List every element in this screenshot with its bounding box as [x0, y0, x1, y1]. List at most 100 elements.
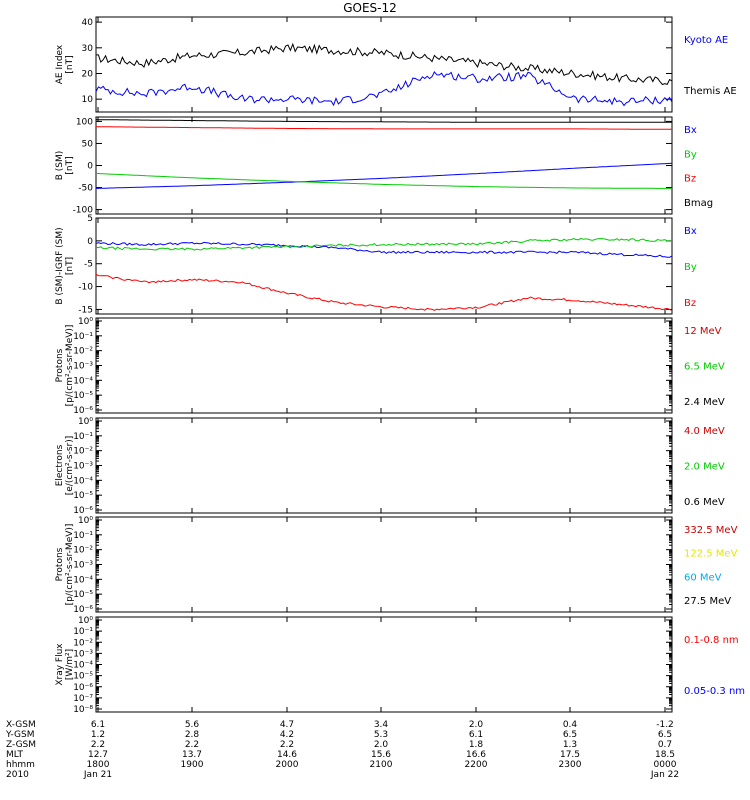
plot-title: GOES-12: [343, 1, 397, 15]
y-tick-label: 10⁻⁵: [73, 590, 93, 600]
y-tick-label: 10⁻⁷: [73, 694, 93, 704]
y-axis-label: B (SM)-IGRF (SM)[nT]: [55, 227, 75, 304]
legend-label: 27.5 MeV: [684, 596, 731, 607]
y-tick-label: -10: [78, 283, 93, 293]
ephemeris-row-label: X-GSM: [6, 720, 36, 730]
ephemeris-value: 0000: [654, 760, 677, 770]
y-tick-label: 10⁻⁵: [73, 672, 93, 682]
y-axis-label-line: [p/(cm²-s-sr-MeV)]: [65, 325, 75, 407]
legend-label: 12 MeV: [684, 326, 722, 337]
y-tick-label: 10⁻⁴: [73, 575, 93, 585]
panel-frame: [95, 317, 673, 414]
y-tick-label: 10⁻⁶: [73, 406, 93, 416]
ephemeris-value: 5.3: [374, 730, 388, 740]
y-tick-label: 10⁻²: [73, 638, 93, 648]
ephemeris-value: 2.8: [185, 730, 200, 740]
ephemeris-value: 6.5: [658, 730, 672, 740]
ephemeris-value: Jan 21: [83, 770, 112, 780]
ephemeris-value: 2.2: [280, 740, 294, 750]
legend-label: 0.05-0.3 nm: [684, 686, 745, 697]
y-axis-label-line: [W/m²]: [65, 649, 75, 680]
ephemeris-value: 0.4: [563, 720, 578, 730]
y-tick-label: 10⁻²: [73, 347, 93, 357]
panel-frame: [95, 116, 673, 215]
y-tick-label: 40: [82, 18, 94, 28]
ephemeris-value: -1.2: [656, 720, 674, 730]
y-tick-label: 10⁰: [78, 317, 93, 327]
ephemeris-row-label: hhmm: [6, 760, 35, 770]
y-axis-label: Protons[p/(cm²-s-sr-MeV)]: [55, 325, 75, 407]
y-tick-label: 0: [87, 162, 93, 172]
y-tick-label: 10⁰: [78, 616, 93, 626]
y-axis-label: AE Index[nT]: [55, 44, 75, 84]
y-tick-label: 10⁻⁵: [73, 491, 93, 501]
legend-label: 0.1-0.8 nm: [684, 635, 739, 646]
y-tick-label: 20: [82, 69, 94, 79]
ephemeris-row-label: Y-GSM: [5, 730, 34, 740]
legend-label: Themis AE: [683, 86, 737, 97]
series-line-kyoto-ae: [95, 70, 673, 107]
panel-electrons: 10⁻⁶10⁻⁵10⁻⁴10⁻³10⁻²10⁻¹10⁰Electrons[e/(…: [55, 417, 725, 516]
y-axis-label-line: Protons: [55, 348, 65, 382]
ephemeris-value: 18.5: [655, 750, 675, 760]
ephemeris-value: 6.1: [91, 720, 105, 730]
y-tick-label: 10⁻³: [73, 362, 93, 372]
y-tick-label: 50: [82, 139, 94, 149]
y-axis-label-line: AE Index: [55, 44, 65, 84]
ephemeris-value: 2.2: [185, 740, 199, 750]
series-line-bz: [96, 126, 672, 130]
panel-bdiff: -15 -10 -5 0 5 B (SM)-IGRF (SM)[nT] Bx By Bz: [55, 214, 697, 315]
ephemeris-value: 2000: [276, 760, 299, 770]
y-axis-label-line: Electrons: [55, 444, 65, 486]
legend-label: By: [684, 262, 697, 273]
legend-label: 6.5 MeV: [684, 362, 725, 373]
legend-label: Bx: [684, 226, 697, 237]
series-line-by: [95, 237, 673, 251]
y-tick-label: 30: [82, 44, 94, 54]
panel-protons2: 10⁻⁶10⁻⁵10⁻⁴10⁻³10⁻²10⁻¹10⁰Protons[p/(cm…: [55, 516, 738, 615]
panel-frame: [95, 616, 673, 713]
ephemeris-value: 1.8: [469, 740, 484, 750]
y-tick-label: 10⁻³: [73, 649, 93, 659]
y-tick-label: 10⁻⁵: [73, 391, 93, 401]
ephemeris-row-label: Z-GSM: [6, 740, 36, 750]
series-line-by: [95, 172, 672, 189]
y-tick-label: 10⁻⁶: [73, 605, 93, 615]
ephemeris-value: 1900: [181, 760, 204, 770]
y-tick-label: 10⁻¹: [73, 432, 93, 442]
legend-label: By: [684, 149, 697, 160]
y-tick-label: 10: [82, 95, 94, 105]
ephemeris-value: 2.0: [374, 740, 389, 750]
y-tick-label: -100: [73, 206, 94, 216]
legend-label: 332.5 MeV: [684, 525, 738, 536]
panel-frame: [95, 417, 673, 514]
ephemeris-value: 16.6: [466, 750, 486, 760]
ephemeris-row-label: MLT: [6, 750, 24, 760]
y-tick-label: 5: [87, 214, 93, 224]
series-line-themis-ae: [96, 42, 673, 86]
y-tick-label: 10⁻¹: [73, 627, 93, 637]
y-tick-label: 10⁻⁶: [73, 683, 93, 693]
panel-frame: [95, 217, 673, 315]
ephemeris-row-label: 2010: [6, 770, 29, 780]
legend-label: 60 MeV: [684, 572, 722, 583]
series-line-bz: [95, 273, 673, 311]
y-tick-label: 10⁻⁴: [73, 476, 93, 486]
y-tick-label: 10⁻⁴: [73, 376, 93, 386]
y-axis-label: Electrons[e/(cm²-s-sr)]: [55, 436, 75, 496]
panel-frame: [95, 516, 673, 613]
y-axis-label-line: [e/(cm²-s-sr)]: [65, 436, 75, 496]
legend-label: 122.5 MeV: [684, 549, 738, 560]
ephemeris-value: 2.2: [91, 740, 105, 750]
ephemeris-value: Jan 22: [650, 770, 679, 780]
ephemeris-value: 5.6: [185, 720, 200, 730]
y-axis-label-line: Protons: [55, 547, 65, 581]
ephemeris-value: 4.7: [280, 720, 294, 730]
panel-frame: [95, 16, 673, 113]
ephemeris-value: 1.2: [91, 730, 105, 740]
y-tick-label: -50: [78, 184, 93, 194]
y-axis-label: Xray Flux[W/m²]: [55, 643, 75, 686]
ephemeris-value: 15.6: [371, 750, 391, 760]
